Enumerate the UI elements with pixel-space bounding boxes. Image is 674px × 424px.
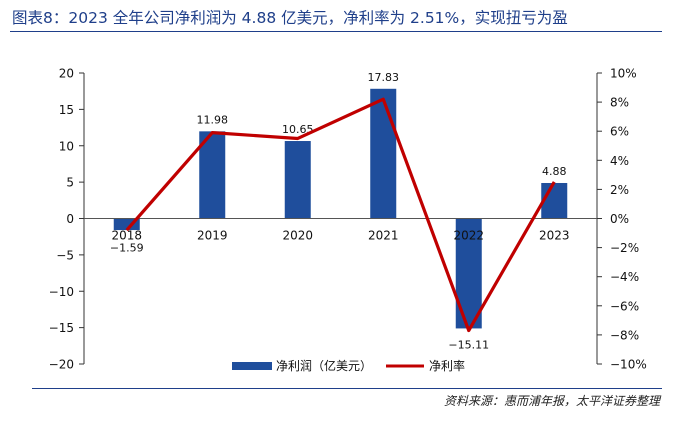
right-axis-tick-label: −2% <box>610 241 639 255</box>
legend-line-label: 净利率 <box>429 358 465 373</box>
right-axis-tick-label: 2% <box>610 183 629 197</box>
bar-data-label-2020: 10.65 <box>282 123 314 136</box>
left-axis-tick-label: 0 <box>66 212 74 226</box>
chart-title: 图表8：2023 全年公司净利润为 4.88 亿美元，净利率为 2.51%，实现… <box>12 9 568 27</box>
title-rule <box>10 31 662 32</box>
bar-2021 <box>370 88 397 219</box>
right-axis-tick-label: −6% <box>610 299 639 313</box>
left-axis: 20 15 10 5 0 −5 −10 −15 −20 <box>49 67 85 372</box>
bar-series <box>113 88 568 329</box>
left-axis-tick-label: 5 <box>66 176 74 190</box>
right-axis-tick-label: 4% <box>610 154 629 168</box>
left-axis-tick-label: 20 <box>59 67 74 81</box>
right-axis-tick-label: 6% <box>610 125 629 139</box>
category-label-2023: 2023 <box>539 229 570 243</box>
line-series <box>125 97 556 333</box>
left-axis-tick-label: −5 <box>56 248 74 262</box>
right-axis-tick-label: −10% <box>610 358 647 372</box>
left-axis-tick-label: 15 <box>59 103 74 117</box>
left-axis-tick-label: −15 <box>49 321 74 335</box>
right-axis-tick-label: −4% <box>610 270 639 284</box>
legend-bar-label: 净利润（亿美元） <box>276 358 372 373</box>
category-label-2019: 2019 <box>197 229 228 243</box>
category-label-2021: 2021 <box>368 229 399 243</box>
bar-data-labels: −1.59 11.98 10.65 17.83 −15.11 4.88 <box>110 71 567 352</box>
category-labels: 2018 2019 2020 2021 2022 2023 <box>111 229 569 243</box>
bar-2020 <box>284 141 311 219</box>
category-label-2020: 2020 <box>282 229 313 243</box>
bar-data-label-2022: −15.11 <box>448 338 489 351</box>
left-axis-tick-label: −10 <box>49 285 74 299</box>
category-label-2022: 2022 <box>453 229 484 243</box>
left-axis-tick-label: −20 <box>49 358 74 372</box>
bar-data-label-2023: 4.88 <box>542 165 567 178</box>
source-rule <box>32 388 662 389</box>
right-axis-tick-label: −8% <box>610 328 639 342</box>
bar-2019 <box>199 131 226 219</box>
right-axis-tick-label: 10% <box>610 67 637 81</box>
net-margin-line <box>125 97 556 333</box>
bar-data-label-2018: −1.59 <box>110 242 144 255</box>
bar-2018 <box>113 218 140 231</box>
bar-data-label-2021: 17.83 <box>368 71 400 84</box>
category-label-2018: 2018 <box>111 229 142 243</box>
bar-data-label-2019: 11.98 <box>197 113 229 126</box>
bar-2023 <box>541 182 568 219</box>
legend-bar-swatch <box>232 362 272 370</box>
right-axis-tick-label: 0% <box>610 212 629 226</box>
source-note: 资料来源：惠而浦年报，太平洋证券整理 <box>443 394 660 408</box>
left-axis-tick-label: 10 <box>59 139 74 153</box>
right-axis-tick-label: 8% <box>610 96 629 110</box>
right-axis: 10% 8% 6% 4% 2% 0% −2% −4% −6% −8% −10% <box>596 67 647 372</box>
legend: 净利润（亿美元） 净利率 <box>232 358 465 373</box>
